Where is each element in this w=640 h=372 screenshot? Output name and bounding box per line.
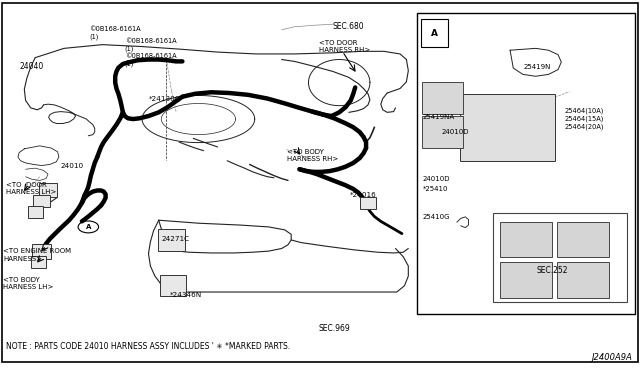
Text: <TO DOOR
HARNESS RH>: <TO DOOR HARNESS RH> bbox=[319, 40, 370, 53]
Text: *25410: *25410 bbox=[422, 186, 448, 192]
Text: 24010: 24010 bbox=[61, 163, 84, 169]
Text: <TO ENGINE ROOM
HARNESS>: <TO ENGINE ROOM HARNESS> bbox=[3, 248, 71, 262]
Text: 24040: 24040 bbox=[19, 62, 44, 71]
Text: 25410G: 25410G bbox=[422, 214, 450, 219]
FancyBboxPatch shape bbox=[417, 13, 635, 314]
Text: *24130Q: *24130Q bbox=[148, 96, 181, 102]
FancyBboxPatch shape bbox=[557, 222, 609, 257]
Text: 25419NA: 25419NA bbox=[422, 114, 454, 120]
Text: SEC.969: SEC.969 bbox=[319, 324, 351, 333]
Text: *24016: *24016 bbox=[349, 192, 376, 198]
Text: <TO BODY
HARNESS RH>: <TO BODY HARNESS RH> bbox=[287, 149, 338, 162]
Text: J2400A9A: J2400A9A bbox=[591, 353, 632, 362]
FancyBboxPatch shape bbox=[460, 94, 555, 161]
FancyBboxPatch shape bbox=[28, 206, 43, 218]
FancyBboxPatch shape bbox=[32, 244, 51, 259]
FancyBboxPatch shape bbox=[422, 116, 463, 148]
Text: 24271C: 24271C bbox=[162, 236, 190, 242]
FancyBboxPatch shape bbox=[33, 195, 51, 207]
Text: 24010D: 24010D bbox=[442, 129, 469, 135]
Text: NOTE : PARTS CODE 24010 HARNESS ASSY INCLUDES ' ✳ *MARKED PARTS.: NOTE : PARTS CODE 24010 HARNESS ASSY INC… bbox=[6, 342, 291, 351]
Text: SEC.680: SEC.680 bbox=[333, 22, 364, 31]
Text: SEC.252: SEC.252 bbox=[536, 266, 568, 275]
Text: 25419N: 25419N bbox=[524, 64, 551, 70]
FancyBboxPatch shape bbox=[360, 197, 376, 209]
FancyBboxPatch shape bbox=[493, 213, 627, 302]
FancyBboxPatch shape bbox=[31, 256, 46, 268]
FancyBboxPatch shape bbox=[421, 19, 448, 47]
FancyBboxPatch shape bbox=[40, 183, 57, 196]
Text: <TO BODY
HARNESS LH>: <TO BODY HARNESS LH> bbox=[3, 277, 54, 290]
Text: ©0B168-6161A
(1): ©0B168-6161A (1) bbox=[90, 26, 141, 41]
Text: <TO  DOOR
HARNESS LH>: <TO DOOR HARNESS LH> bbox=[6, 182, 57, 195]
Text: ©0B168-6161A
(1): ©0B168-6161A (1) bbox=[125, 38, 177, 52]
Text: *24346N: *24346N bbox=[170, 292, 202, 298]
Text: 25464(10A)
25464(15A)
25464(20A): 25464(10A) 25464(15A) 25464(20A) bbox=[564, 108, 604, 130]
Text: 24010D: 24010D bbox=[422, 176, 450, 182]
FancyBboxPatch shape bbox=[158, 229, 185, 251]
Text: ©0B168-6161A
(1): ©0B168-6161A (1) bbox=[125, 52, 177, 67]
Text: A: A bbox=[431, 29, 438, 38]
FancyBboxPatch shape bbox=[500, 262, 552, 298]
FancyBboxPatch shape bbox=[422, 82, 463, 114]
FancyBboxPatch shape bbox=[557, 262, 609, 298]
Text: A: A bbox=[86, 224, 91, 230]
FancyBboxPatch shape bbox=[160, 275, 186, 296]
FancyBboxPatch shape bbox=[500, 222, 552, 257]
